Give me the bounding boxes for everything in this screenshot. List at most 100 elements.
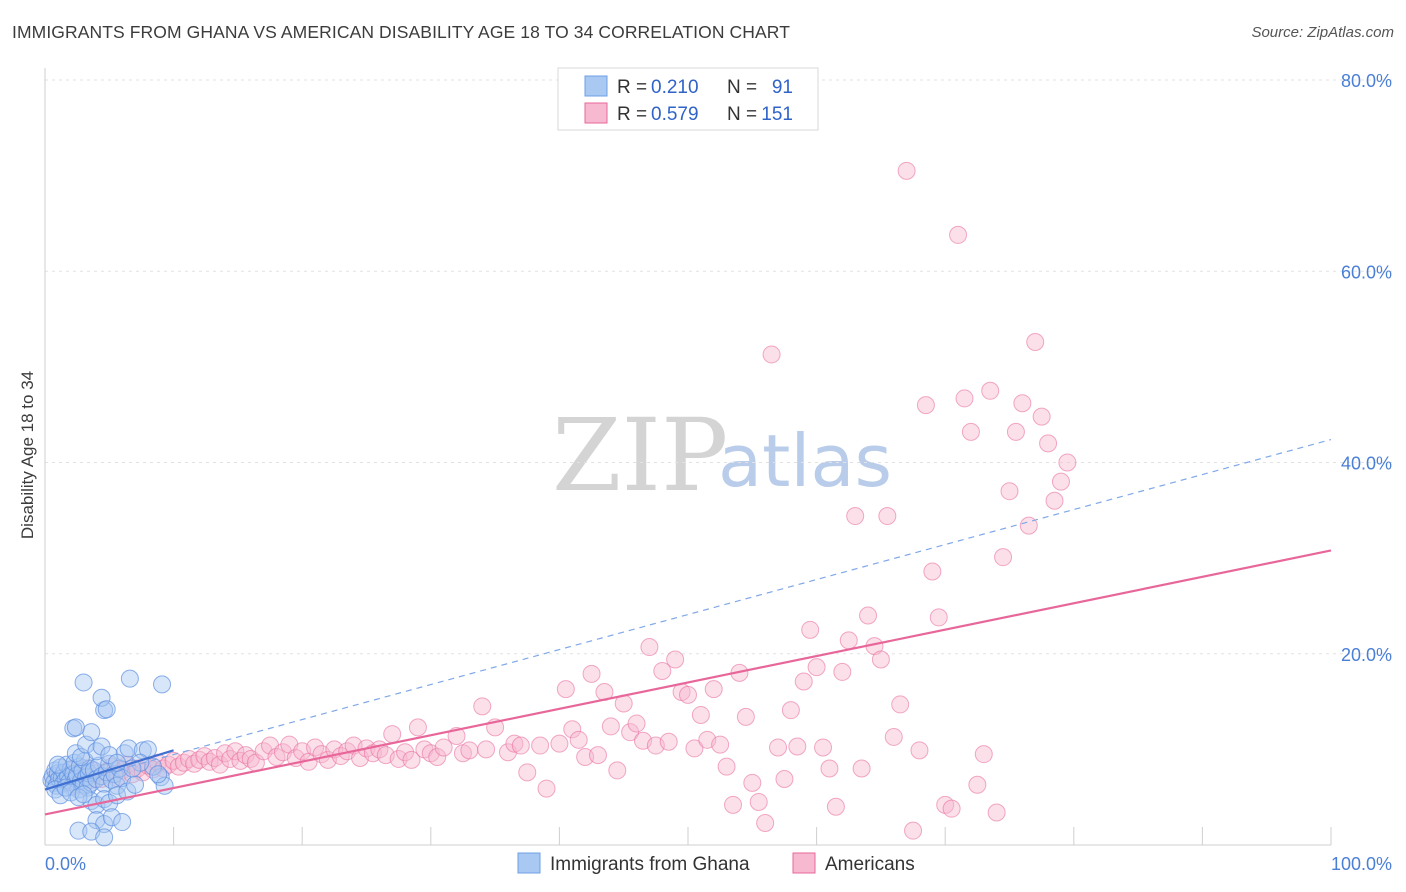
americans-point bbox=[408, 718, 427, 737]
americans-point bbox=[1006, 422, 1025, 441]
americans-point bbox=[801, 620, 820, 639]
y-tick-label: 20.0% bbox=[1341, 645, 1392, 665]
x-ticks bbox=[173, 827, 1332, 845]
x-tick-label-max: 100.0% bbox=[1331, 854, 1392, 874]
ghana-point bbox=[97, 700, 116, 719]
americans-point bbox=[717, 757, 736, 776]
ghana-trendline-extended bbox=[44, 438, 1332, 791]
americans-point bbox=[1058, 453, 1077, 472]
ghana-point bbox=[74, 785, 93, 804]
americans-point bbox=[505, 734, 524, 753]
y-tick-label: 40.0% bbox=[1341, 454, 1392, 474]
americans-point bbox=[839, 631, 858, 650]
americans-point bbox=[396, 743, 415, 762]
legend-swatch-americans bbox=[584, 102, 608, 124]
americans-point bbox=[627, 714, 646, 733]
americans-trendline bbox=[44, 549, 1332, 816]
americans-point bbox=[210, 755, 229, 774]
ghana-point bbox=[66, 718, 85, 737]
ghana-point bbox=[69, 821, 88, 840]
y-tick-label: 60.0% bbox=[1341, 262, 1392, 282]
americans-point bbox=[511, 736, 530, 755]
americans-point bbox=[518, 763, 537, 782]
americans-point bbox=[756, 814, 775, 833]
americans-point bbox=[653, 661, 672, 680]
americans-point bbox=[833, 662, 852, 681]
americans-point bbox=[961, 422, 980, 441]
ghana-point bbox=[82, 723, 101, 742]
americans-point bbox=[1039, 434, 1058, 453]
ghana-trendline bbox=[44, 749, 174, 791]
ghana-points bbox=[42, 669, 174, 847]
americans-point bbox=[556, 680, 575, 699]
americans-point bbox=[904, 821, 923, 840]
americans-point bbox=[878, 507, 897, 526]
americans-point bbox=[608, 761, 627, 780]
americans-point bbox=[923, 562, 942, 581]
americans-point bbox=[691, 705, 710, 724]
legend-n-value-1: 91 bbox=[772, 77, 793, 98]
source-label: Source: ZipAtlas.com bbox=[1251, 24, 1394, 41]
americans-point bbox=[929, 608, 948, 627]
ghana-point bbox=[120, 669, 139, 688]
americans-point bbox=[884, 727, 903, 746]
bottom-legend-ghana: Immigrants from Ghana bbox=[550, 854, 750, 875]
americans-point bbox=[968, 775, 987, 794]
americans-point bbox=[640, 638, 659, 657]
americans-point bbox=[891, 695, 910, 714]
americans-point bbox=[910, 741, 929, 760]
americans-point bbox=[736, 707, 755, 726]
ghana-point bbox=[74, 673, 93, 692]
bottom-legend: Immigrants from Ghana Americans bbox=[517, 852, 915, 875]
americans-point bbox=[679, 685, 697, 704]
y-axis-label: Disability Age 18 to 34 bbox=[18, 371, 37, 539]
americans-point bbox=[762, 345, 781, 364]
legend-n-value-2: 151 bbox=[761, 104, 793, 125]
americans-point bbox=[852, 759, 871, 778]
americans-point bbox=[582, 664, 601, 683]
americans-point bbox=[1026, 333, 1045, 352]
americans-point bbox=[1013, 394, 1032, 413]
ghana-point bbox=[149, 765, 168, 784]
ghana-point bbox=[95, 828, 114, 847]
bottom-legend-americans: Americans bbox=[825, 854, 915, 875]
americans-point bbox=[383, 725, 402, 744]
americans-point bbox=[1032, 407, 1051, 426]
americans-point bbox=[477, 740, 496, 759]
americans-point bbox=[550, 734, 569, 753]
americans-point bbox=[820, 759, 839, 778]
americans-point bbox=[775, 770, 794, 789]
americans-point bbox=[987, 803, 1006, 822]
ghana-point bbox=[102, 808, 121, 827]
americans-point bbox=[981, 381, 1000, 400]
ghana-point bbox=[48, 755, 67, 774]
americans-point bbox=[916, 396, 935, 415]
americans-point bbox=[974, 745, 993, 764]
americans-point bbox=[563, 720, 582, 739]
ghana-point bbox=[69, 788, 88, 807]
americans-point bbox=[588, 746, 607, 765]
americans-point bbox=[826, 797, 845, 816]
americans-point bbox=[1000, 482, 1019, 501]
americans-point bbox=[994, 548, 1013, 567]
ghana-point bbox=[153, 675, 172, 694]
americans-point bbox=[659, 732, 678, 751]
y-tick-labels: 20.0% 40.0% 60.0% 80.0% bbox=[1341, 71, 1392, 665]
americans-point bbox=[704, 680, 723, 699]
americans-point bbox=[724, 795, 743, 814]
americans-point bbox=[531, 736, 550, 755]
americans-point bbox=[781, 701, 800, 720]
legend-r-value-1: 0.210 bbox=[651, 77, 699, 98]
americans-point bbox=[743, 773, 762, 792]
ghana-point bbox=[92, 688, 111, 707]
americans-point bbox=[389, 749, 408, 768]
bottom-legend-swatch-americans bbox=[792, 852, 816, 874]
chart-title: IMMIGRANTS FROM GHANA VS AMERICAN DISABI… bbox=[12, 22, 790, 42]
americans-point bbox=[1019, 516, 1038, 535]
americans-point bbox=[601, 717, 620, 736]
americans-point bbox=[402, 750, 421, 769]
gridlines bbox=[45, 79, 1392, 655]
legend-n-label-2: N = bbox=[727, 104, 757, 125]
legend-r-value-2: 0.579 bbox=[651, 104, 699, 125]
